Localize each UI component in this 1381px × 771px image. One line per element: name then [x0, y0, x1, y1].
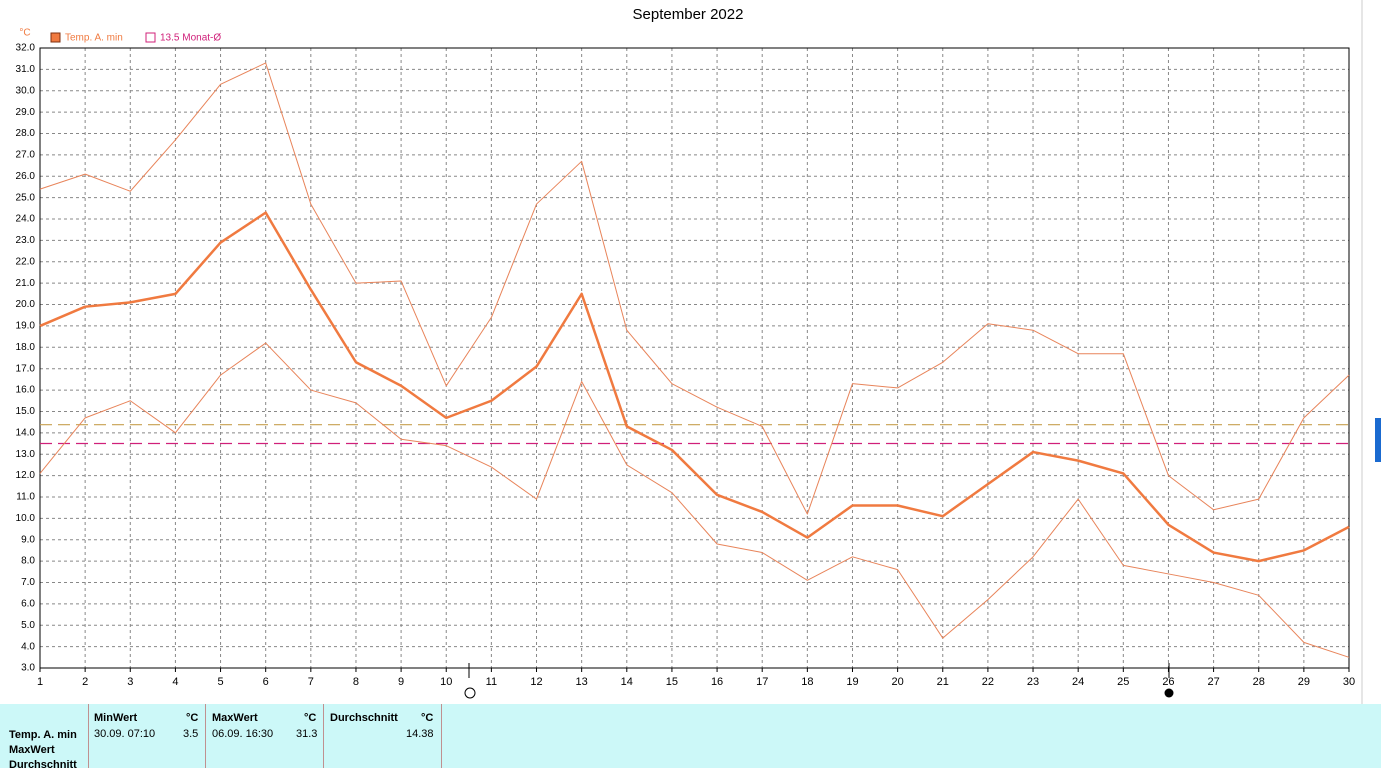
x-tick-label: 7 [308, 676, 314, 688]
y-tick-label: 7.0 [21, 577, 35, 588]
y-tick-label: 22.0 [16, 256, 36, 267]
y-tick-label: 5.0 [21, 620, 35, 631]
y-tick-label: 31.0 [16, 64, 36, 75]
chart-title: September 2022 [633, 6, 744, 23]
y-tick-label: 9.0 [21, 534, 35, 545]
y-unit: °C [19, 28, 30, 39]
separator [323, 704, 324, 768]
series [39, 342, 1350, 658]
separator [205, 704, 206, 768]
y-tick-label: 13.0 [16, 449, 36, 460]
x-tick-label: 21 [937, 676, 949, 688]
cell: 14.38 [406, 728, 434, 740]
y-tick-label: 6.0 [21, 599, 35, 610]
x-tick-label: 16 [711, 676, 723, 688]
y-tick-label: 29.0 [16, 107, 36, 118]
x-tick-label: 27 [1207, 676, 1219, 688]
cell: 3.5 [183, 728, 199, 740]
x-tick-label: 23 [1027, 676, 1039, 688]
series [39, 62, 1350, 515]
y-tick-label: 27.0 [16, 150, 36, 161]
legend-swatch [145, 32, 156, 43]
x-tick-label: 17 [756, 676, 768, 688]
y-tick-label: 19.0 [16, 321, 36, 332]
x-tick-label: 8 [353, 676, 359, 688]
x-tick-label: 19 [846, 676, 858, 688]
row-label: MaxWert [9, 744, 55, 756]
legend: Temp. A. min 13.5 Monat-Ø [50, 32, 221, 44]
stats-table: Temp. A. min MaxWert Durchschnitt MinWer… [0, 704, 1381, 771]
y-tick-label: 4.0 [21, 641, 35, 652]
legend-label: 13.5 Monat-Ø [160, 33, 221, 44]
x-tick-label: 12 [530, 676, 542, 688]
y-tick-label: 26.0 [16, 171, 36, 182]
y-tick-label: 15.0 [16, 406, 36, 417]
y-tick-label: 21.0 [16, 278, 36, 289]
cell: 06.09. 16:30 [212, 728, 274, 740]
y-tick-label: 14.0 [16, 427, 36, 438]
y-tick-label: 12.0 [16, 470, 36, 481]
x-tick-label: 10 [440, 676, 452, 688]
x-tick-label: 25 [1117, 676, 1129, 688]
y-tick-label: 32.0 [16, 43, 36, 54]
y-tick-label: 28.0 [16, 128, 36, 139]
x-tick-label: 22 [982, 676, 994, 688]
x-tick-label: 29 [1298, 676, 1310, 688]
row-label: Durchschnitt [9, 759, 77, 771]
y-tick-label: 30.0 [16, 85, 36, 96]
legend-label: Temp. A. min [65, 33, 123, 44]
x-tick-label: 14 [621, 676, 633, 688]
series [39, 211, 1350, 563]
row-label: Temp. A. min [9, 729, 77, 741]
y-tick-label: 8.0 [21, 556, 35, 567]
y-tick-label: 10.0 [16, 513, 36, 524]
y-tick-label: 25.0 [16, 192, 36, 203]
series-line [39, 62, 1350, 515]
x-tick-label: 24 [1072, 676, 1084, 688]
chart: September 2022 °C Temp. A. min 13.5 Mona… [16, 0, 1381, 704]
x-tick-label: 28 [1253, 676, 1265, 688]
y-tick-label: 17.0 [16, 363, 36, 374]
separator [441, 704, 442, 768]
header: °C [421, 712, 434, 724]
cell: 30.09. 07:10 [94, 728, 156, 740]
separator [88, 704, 89, 768]
header: MaxWert [212, 712, 258, 724]
y-tick-label: 3.0 [21, 663, 35, 674]
x-tick-label: 3 [127, 676, 133, 688]
x-tick-label: 11 [486, 676, 497, 688]
y-tick-label: 24.0 [16, 214, 36, 225]
y-tick-label: 20.0 [16, 299, 36, 310]
plot-frame [39, 47, 1350, 669]
legend-swatch [50, 32, 61, 43]
y-tick-label: 16.0 [16, 385, 36, 396]
x-tick-label: 6 [263, 676, 269, 688]
x-tick-label: 4 [172, 676, 178, 688]
x-tick-label: 5 [217, 676, 223, 688]
x-tick-label: 9 [398, 676, 404, 688]
x-tick-label: 1 [37, 676, 43, 688]
y-tick-label: 11.0 [16, 492, 35, 503]
header: MinWert [94, 712, 138, 724]
header: °C [186, 712, 199, 724]
x-tick-label: 30 [1343, 676, 1355, 688]
desktop-edge [1375, 418, 1381, 462]
series-line [39, 211, 1350, 563]
x-tick-label: 20 [891, 676, 903, 688]
series-line [39, 342, 1350, 658]
x-tick-label: 26 [1162, 676, 1174, 688]
cell: 31.3 [296, 728, 318, 740]
header: °C [304, 712, 317, 724]
x-tick-label: 2 [82, 676, 88, 688]
y-tick-label: 18.0 [16, 342, 36, 353]
moon-new [1164, 688, 1174, 698]
x-tick-label: 18 [801, 676, 813, 688]
y-tick-label: 23.0 [16, 235, 36, 246]
moon-full [464, 687, 476, 699]
header: Durchschnitt [330, 712, 398, 724]
x-tick-label: 15 [666, 676, 678, 688]
x-tick-label: 13 [576, 676, 588, 688]
